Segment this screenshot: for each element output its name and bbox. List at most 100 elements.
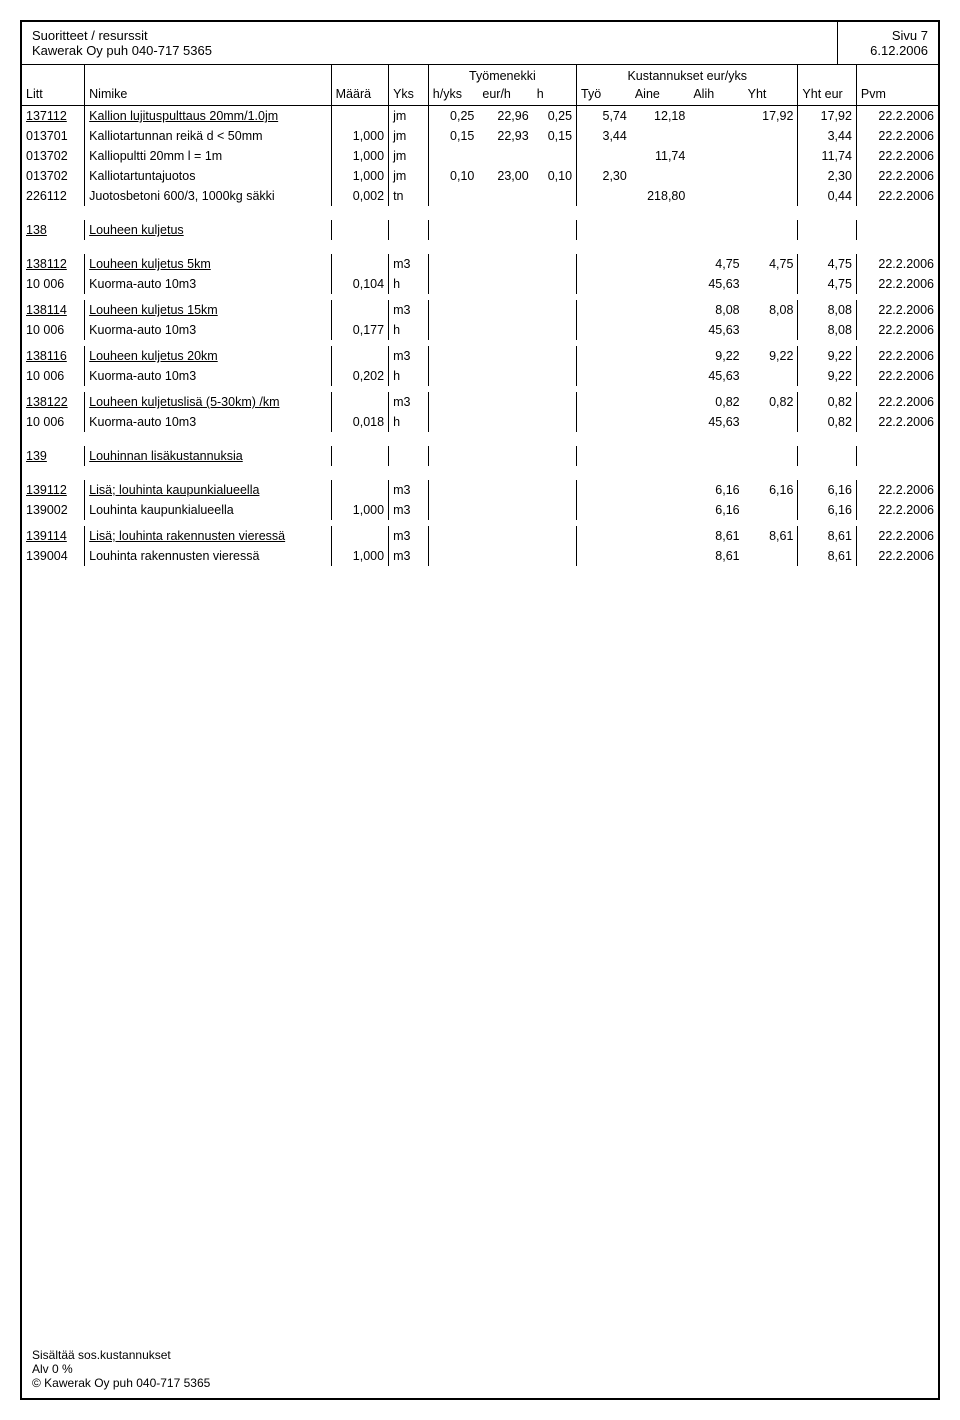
col-group-tyomenekki: Työmenekki bbox=[428, 65, 576, 83]
cell: 0,15 bbox=[428, 126, 478, 146]
cell: Kuorma-auto 10m3 bbox=[85, 320, 331, 340]
table-row: 138112Louheen kuljetus 5kmm34,754,754,75… bbox=[22, 254, 938, 274]
header-right: Sivu 7 6.12.2006 bbox=[838, 22, 938, 64]
cell bbox=[631, 254, 689, 274]
cell: 0,018 bbox=[331, 412, 388, 432]
cell bbox=[689, 146, 743, 166]
cell bbox=[478, 412, 532, 432]
cell: 22.2.2006 bbox=[856, 392, 938, 412]
table-body-wrap: Litt Nimike Määrä Yks Työmenekki Kustann… bbox=[22, 65, 938, 1342]
cell bbox=[478, 320, 532, 340]
col-aine: Aine bbox=[631, 83, 689, 106]
cell: 8,61 bbox=[798, 526, 856, 546]
cell bbox=[331, 254, 388, 274]
cell bbox=[533, 500, 577, 520]
cell bbox=[744, 146, 798, 166]
table-row: 137112Kallion lujituspulttaus 20mm/1.0jm… bbox=[22, 106, 938, 127]
page-footer: Sisältää sos.kustannukset Alv 0 % © Kawe… bbox=[22, 1342, 938, 1398]
cell: 013702 bbox=[22, 166, 85, 186]
col-yks: Yks bbox=[389, 65, 429, 106]
header-left: Suoritteet / resurssit Kawerak Oy puh 04… bbox=[22, 22, 838, 64]
cell bbox=[331, 300, 388, 320]
cell: Lisä; louhinta rakennusten vieressä bbox=[85, 526, 331, 546]
cell: m3 bbox=[389, 346, 429, 366]
cell bbox=[577, 300, 631, 320]
cell: 10 006 bbox=[22, 320, 85, 340]
cell bbox=[856, 446, 938, 466]
cell bbox=[428, 526, 478, 546]
cell bbox=[744, 500, 798, 520]
cell: 22.2.2006 bbox=[856, 254, 938, 274]
cell: m3 bbox=[389, 480, 429, 500]
table-row: 10 006Kuorma-auto 10m30,177h45,638,0822.… bbox=[22, 320, 938, 340]
cell bbox=[631, 480, 689, 500]
table-row: 139114Lisä; louhinta rakennusten vieress… bbox=[22, 526, 938, 546]
cell bbox=[389, 220, 429, 240]
cell bbox=[428, 346, 478, 366]
cell: m3 bbox=[389, 254, 429, 274]
cell bbox=[689, 186, 743, 206]
cell bbox=[428, 274, 478, 294]
cell: 4,75 bbox=[798, 274, 856, 294]
cell bbox=[577, 392, 631, 412]
cell: 0,25 bbox=[533, 106, 577, 127]
cell bbox=[478, 366, 532, 386]
cell bbox=[577, 546, 631, 566]
cell bbox=[428, 366, 478, 386]
cell: 9,22 bbox=[744, 346, 798, 366]
cell: 22.2.2006 bbox=[856, 320, 938, 340]
cell: 139004 bbox=[22, 546, 85, 566]
cell: m3 bbox=[389, 546, 429, 566]
cell: 4,75 bbox=[744, 254, 798, 274]
cell bbox=[533, 320, 577, 340]
cell bbox=[631, 220, 689, 240]
cell bbox=[478, 392, 532, 412]
cell bbox=[331, 526, 388, 546]
cell bbox=[631, 392, 689, 412]
cell bbox=[533, 480, 577, 500]
cell: tn bbox=[389, 186, 429, 206]
cell bbox=[631, 446, 689, 466]
cell: 22.2.2006 bbox=[856, 366, 938, 386]
cell bbox=[533, 220, 577, 240]
cell bbox=[533, 346, 577, 366]
cell bbox=[478, 146, 532, 166]
cell: 8,08 bbox=[798, 300, 856, 320]
cell bbox=[744, 412, 798, 432]
cell bbox=[689, 166, 743, 186]
cell: Kuorma-auto 10m3 bbox=[85, 274, 331, 294]
cell: Kallion lujituspulttaus 20mm/1.0jm bbox=[85, 106, 331, 127]
cell: 9,22 bbox=[798, 346, 856, 366]
cell: 138 bbox=[22, 220, 85, 240]
cell: 22.2.2006 bbox=[856, 186, 938, 206]
cell bbox=[631, 412, 689, 432]
cell: 22,96 bbox=[478, 106, 532, 127]
cell: 0,82 bbox=[798, 392, 856, 412]
cell bbox=[631, 300, 689, 320]
cell bbox=[331, 346, 388, 366]
cell: 4,75 bbox=[689, 254, 743, 274]
table-rows: 137112Kallion lujituspulttaus 20mm/1.0jm… bbox=[22, 106, 938, 567]
cell bbox=[689, 106, 743, 127]
cell: 22,93 bbox=[478, 126, 532, 146]
cell: 6,16 bbox=[689, 480, 743, 500]
col-h: h bbox=[533, 83, 577, 106]
cell: Kalliopultti 20mm l = 1m bbox=[85, 146, 331, 166]
page-frame: Suoritteet / resurssit Kawerak Oy puh 04… bbox=[20, 20, 940, 1400]
cell bbox=[798, 220, 856, 240]
cell: 23,00 bbox=[478, 166, 532, 186]
cell: 139 bbox=[22, 446, 85, 466]
cell: 138114 bbox=[22, 300, 85, 320]
cell: Louheen kuljetus 20km bbox=[85, 346, 331, 366]
cell: Kalliotartunnan reikä d < 50mm bbox=[85, 126, 331, 146]
cell bbox=[744, 274, 798, 294]
table-row: 138114Louheen kuljetus 15kmm38,088,088,0… bbox=[22, 300, 938, 320]
cell: 139114 bbox=[22, 526, 85, 546]
cell bbox=[577, 480, 631, 500]
cell: 9,22 bbox=[689, 346, 743, 366]
cell: 9,22 bbox=[798, 366, 856, 386]
cell: Kuorma-auto 10m3 bbox=[85, 366, 331, 386]
cell: 11,74 bbox=[798, 146, 856, 166]
cell: 17,92 bbox=[744, 106, 798, 127]
cell: m3 bbox=[389, 500, 429, 520]
